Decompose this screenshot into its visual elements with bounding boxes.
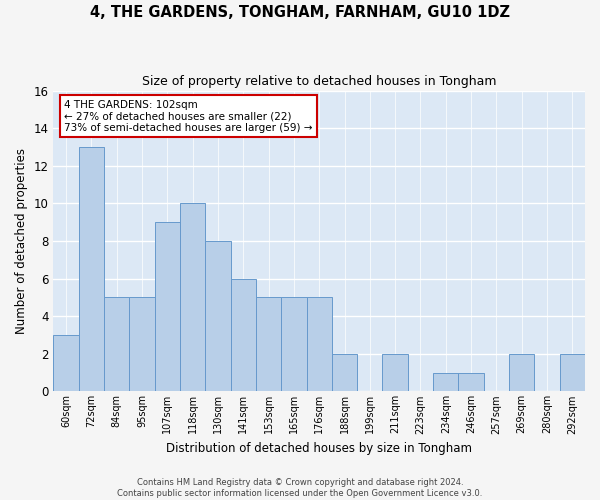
Bar	[104, 298, 130, 392]
Bar	[560, 354, 585, 392]
Text: 4 THE GARDENS: 102sqm
← 27% of detached houses are smaller (22)
73% of semi-deta: 4 THE GARDENS: 102sqm ← 27% of detached …	[64, 100, 313, 133]
Bar	[79, 147, 104, 392]
Bar	[382, 354, 408, 392]
X-axis label: Distribution of detached houses by size in Tongham: Distribution of detached houses by size …	[166, 442, 472, 455]
Bar	[433, 372, 458, 392]
Bar	[53, 335, 79, 392]
Text: Contains HM Land Registry data © Crown copyright and database right 2024.
Contai: Contains HM Land Registry data © Crown c…	[118, 478, 482, 498]
Bar	[205, 241, 230, 392]
Title: Size of property relative to detached houses in Tongham: Size of property relative to detached ho…	[142, 75, 496, 88]
Bar	[332, 354, 357, 392]
Bar	[130, 298, 155, 392]
Bar	[307, 298, 332, 392]
Bar	[230, 278, 256, 392]
Y-axis label: Number of detached properties: Number of detached properties	[15, 148, 28, 334]
Bar	[155, 222, 180, 392]
Bar	[180, 204, 205, 392]
Bar	[256, 298, 281, 392]
Text: 4, THE GARDENS, TONGHAM, FARNHAM, GU10 1DZ: 4, THE GARDENS, TONGHAM, FARNHAM, GU10 1…	[90, 5, 510, 20]
Bar	[281, 298, 307, 392]
Bar	[509, 354, 535, 392]
Bar	[458, 372, 484, 392]
